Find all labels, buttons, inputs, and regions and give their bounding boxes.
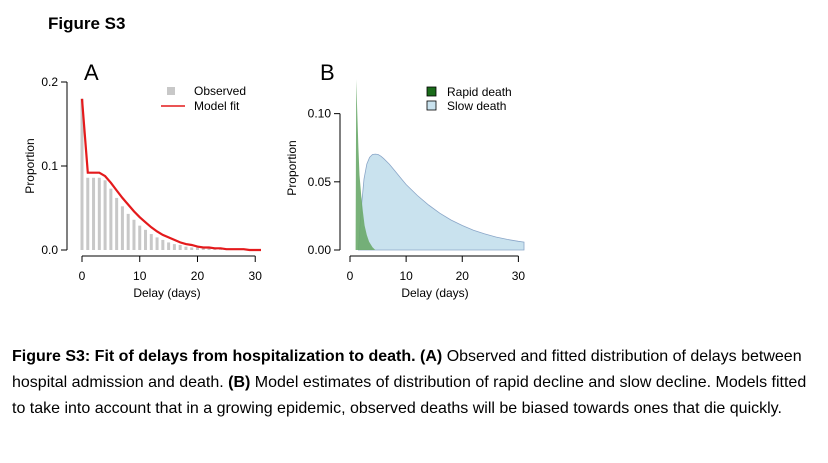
x-tick-label: 10 xyxy=(133,269,147,283)
observed-bar xyxy=(149,234,153,250)
panel-a-tick-labels: 0 10 20 30 0.0 0.1 0.2 xyxy=(41,75,262,283)
observed-bar xyxy=(92,177,96,250)
y-tick-label: 0.05 xyxy=(308,175,332,189)
observed-bar xyxy=(132,219,136,250)
panel-b-tick-labels: 0 10 20 30 0.00 0.05 0.10 xyxy=(308,107,526,283)
legend-observed-label: Observed xyxy=(194,84,246,98)
x-tick-label: 30 xyxy=(249,269,263,283)
observed-bar xyxy=(103,180,107,250)
legend-rapid-death-label: Rapid death xyxy=(447,85,512,99)
legend-observed-swatch xyxy=(167,87,175,95)
x-tick-label: 30 xyxy=(512,269,526,283)
observed-bar xyxy=(109,188,113,250)
legend-slow-death-swatch xyxy=(426,100,437,111)
observed-bar xyxy=(97,177,101,250)
x-tick-label: 10 xyxy=(399,269,413,283)
observed-bar xyxy=(80,98,84,250)
figure-title: Figure S3 xyxy=(48,14,126,33)
y-tick-label: 0.0 xyxy=(41,243,58,257)
observed-bar xyxy=(190,247,194,250)
observed-bar xyxy=(195,247,199,250)
model-fit-line xyxy=(80,98,261,252)
observed-bar xyxy=(120,206,124,250)
panel-b-label: B xyxy=(320,60,335,85)
y-tick-label: 0.2 xyxy=(41,75,58,89)
x-tick-label: 20 xyxy=(191,269,205,283)
rapid-death-area xyxy=(355,79,376,250)
observed-bar xyxy=(201,248,205,250)
legend-rapid-death-swatch xyxy=(426,86,437,97)
observed-bar xyxy=(172,244,176,250)
figure-caption: Figure S3: Fit of delays from hospitaliz… xyxy=(12,344,817,422)
caption-lead: Figure S3: Fit of delays from hospitaliz… xyxy=(12,348,416,365)
panel-b-legend: Rapid death Slow death xyxy=(426,85,512,113)
observed-bars xyxy=(80,98,234,250)
observed-bar xyxy=(184,246,188,250)
panel-b-ylabel: Proportion xyxy=(285,140,299,195)
observed-bar xyxy=(161,239,165,250)
panel-a-label: A xyxy=(84,60,99,85)
panel-b-xlabel: Delay (days) xyxy=(401,286,468,300)
observed-bar xyxy=(219,249,223,250)
observed-bar xyxy=(207,248,211,250)
observed-bar xyxy=(126,213,130,250)
caption-b-label: (B) xyxy=(228,374,251,391)
observed-bar xyxy=(213,249,217,250)
x-tick-label: 20 xyxy=(456,269,470,283)
observed-bar xyxy=(167,242,171,250)
y-tick-label: 0.00 xyxy=(308,243,332,257)
caption-a-text: Observed and fitted distribution of dela… xyxy=(12,348,802,391)
observed-bar xyxy=(178,244,182,250)
y-tick-label: 0.10 xyxy=(308,107,332,121)
caption-b-text: Model estimates of distribution of rapid… xyxy=(12,374,807,417)
caption-a-label: (A) xyxy=(420,348,443,365)
observed-bar xyxy=(138,225,142,250)
observed-bar xyxy=(144,229,148,250)
x-tick-label: 0 xyxy=(79,269,86,283)
panel-a-axes xyxy=(61,81,256,262)
legend-model-fit-label: Model fit xyxy=(194,99,240,113)
legend-slow-death-label: Slow death xyxy=(447,99,506,113)
observed-bar xyxy=(115,197,119,250)
observed-bar xyxy=(86,177,90,250)
panel-a-legend: Observed Model fit xyxy=(161,84,246,113)
panel-a-xlabel: Delay (days) xyxy=(133,286,200,300)
x-tick-label: 0 xyxy=(347,269,354,283)
y-tick-label: 0.1 xyxy=(41,159,58,173)
observed-bar xyxy=(155,237,159,250)
slow-death-area xyxy=(357,153,525,251)
panel-a-ylabel: Proportion xyxy=(23,138,37,193)
panel-b-axes xyxy=(334,113,519,262)
